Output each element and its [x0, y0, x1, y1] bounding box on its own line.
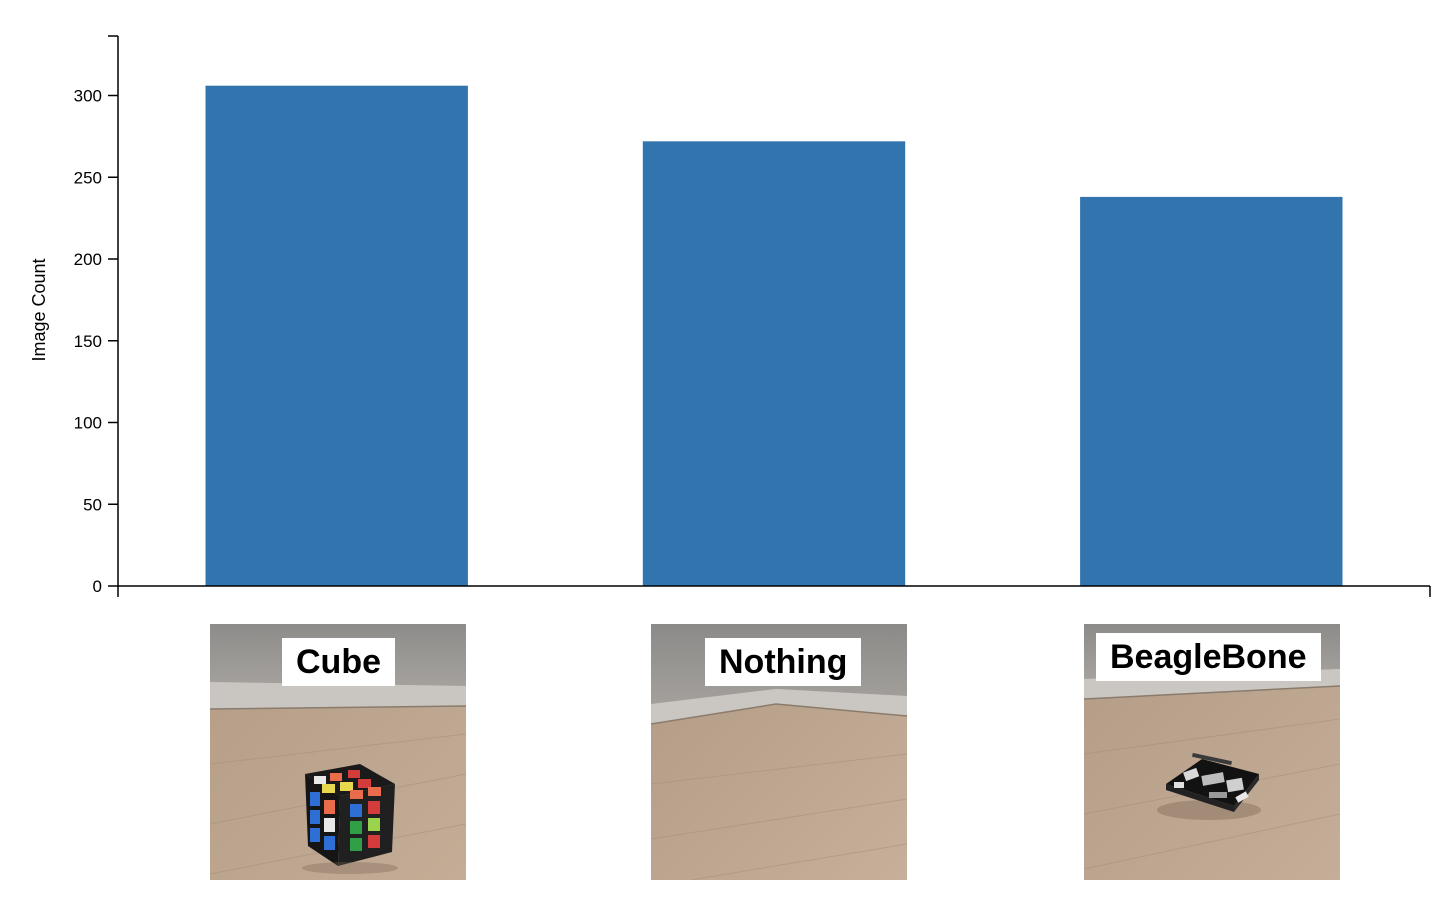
bar-beaglebone	[1080, 196, 1343, 586]
y-tick-label: 150	[74, 332, 102, 351]
bar-chart: 0 50 100 150 200 250 300 Image Count	[29, 35, 1431, 597]
y-tick-label: 200	[74, 250, 102, 269]
thumbnail-label-beaglebone: BeagleBone	[1096, 633, 1321, 681]
bar-cube	[205, 85, 468, 586]
cube-object	[302, 764, 398, 874]
y-tick-label: 50	[83, 495, 102, 514]
thumbnail-label-nothing: Nothing	[705, 638, 862, 686]
y-axis-title: Image Count	[29, 258, 49, 361]
thumbnail-nothing: Nothing	[651, 624, 907, 880]
bar-nothing	[642, 141, 906, 587]
y-tick-label: 100	[74, 414, 102, 433]
y-tick-label: 250	[74, 168, 102, 187]
thumbnail-cube: Cube	[210, 624, 466, 880]
x-axis	[117, 585, 1431, 597]
board-object	[1157, 752, 1261, 820]
bars-group	[205, 85, 1343, 587]
thumbnail-label-cube: Cube	[282, 638, 395, 686]
y-tick-label: 300	[74, 87, 102, 106]
y-axis: 0 50 100 150 200 250 300	[74, 35, 119, 596]
thumbnail-beaglebone: BeagleBone	[1084, 624, 1340, 880]
y-tick-label: 0	[93, 577, 102, 596]
